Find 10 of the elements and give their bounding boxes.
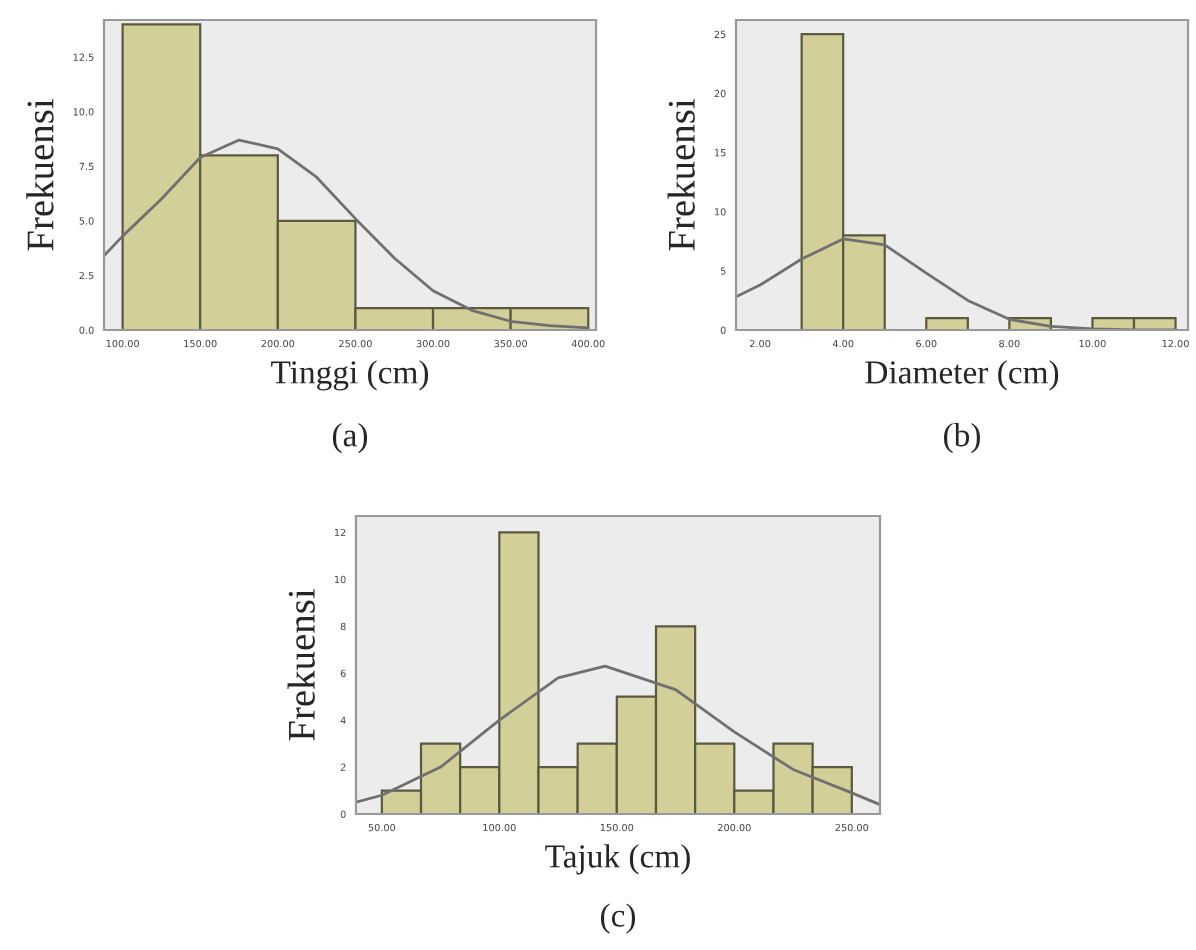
text: (b) xyxy=(944,423,980,454)
x-axis-title: Diameter (cm) xyxy=(865,360,1059,391)
text: (a) xyxy=(332,423,368,454)
x-axis-title: Tinggi (cm) xyxy=(271,360,429,391)
text: (c) xyxy=(600,903,636,934)
y-axis-title: Frekuensi xyxy=(287,589,315,741)
y-axis-title: Frekuensi xyxy=(26,99,54,251)
y-axis-title: Frekuensi xyxy=(667,99,695,251)
line-series xyxy=(104,138,590,330)
x-axis-title: Tajuk (cm) xyxy=(545,844,690,875)
